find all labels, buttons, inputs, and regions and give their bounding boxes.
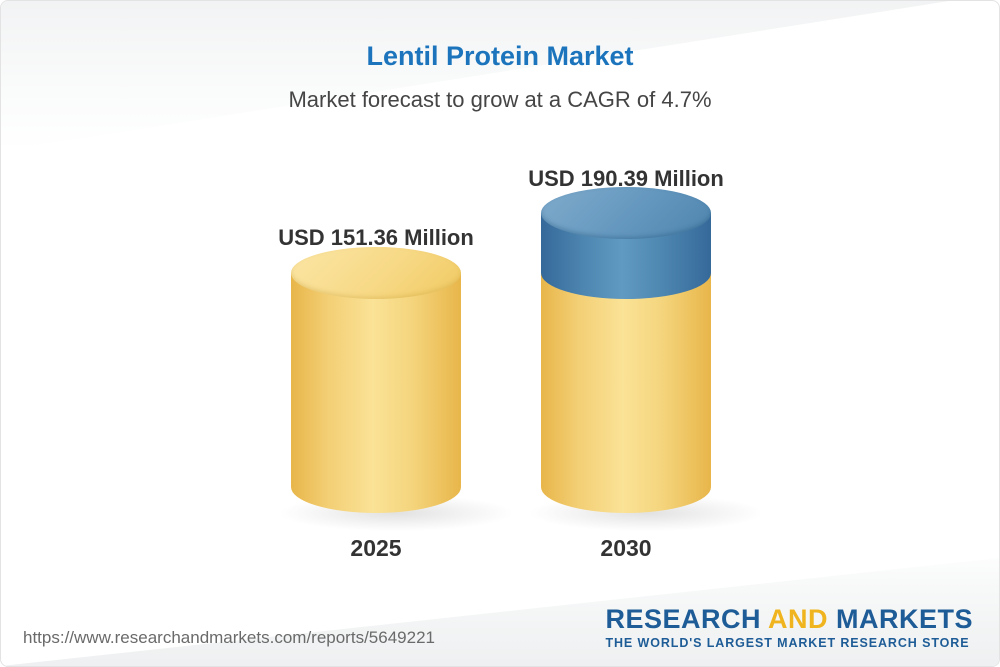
page-title: Lentil Protein Market <box>366 41 634 71</box>
value-label-2025: USD 151.36 Million <box>278 225 474 250</box>
logo-word-research: RESEARCH <box>605 603 768 634</box>
cylinder-body-2025 <box>291 273 461 513</box>
logo-tagline: THE WORLD'S LARGEST MARKET RESEARCH STOR… <box>605 636 970 650</box>
decorative-diagonal-top <box>1 1 950 151</box>
logo-wordmark: RESEARCH AND MARKETS <box>605 603 973 634</box>
logo-word-markets: MARKETS <box>828 603 973 634</box>
research-and-markets-logo: RESEARCH AND MARKETS THE WORLD'S LARGEST… <box>605 603 973 650</box>
axis-label-2025: 2025 <box>350 535 402 561</box>
axis-label-2030: 2030 <box>600 535 652 561</box>
cylinder-body-2030-base <box>541 271 711 513</box>
report-url-link[interactable]: https://www.researchandmarkets.com/repor… <box>23 628 435 647</box>
logo-word-and: AND <box>768 603 828 634</box>
bar-cylinder-2030 <box>531 187 761 531</box>
page-subtitle: Market forecast to grow at a CAGR of 4.7… <box>288 87 712 112</box>
value-label-2030: USD 190.39 Million <box>528 166 724 191</box>
bar-cylinder-2025 <box>281 247 511 531</box>
cylinder-top-2025 <box>291 247 461 299</box>
cylinder-top-2030 <box>541 187 711 239</box>
